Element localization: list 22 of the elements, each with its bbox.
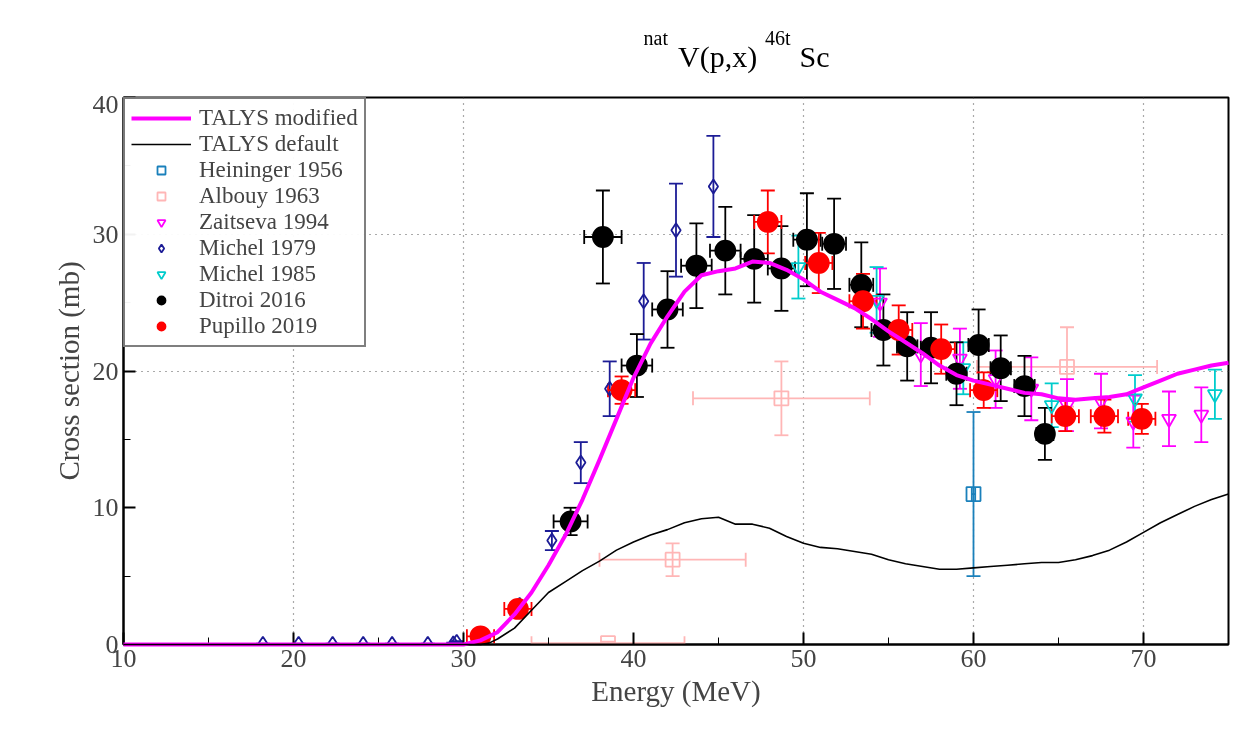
x-tick-label: 20	[280, 643, 307, 673]
y-tick-label: 30	[92, 219, 119, 249]
legend-label: Michel 1985	[199, 261, 316, 287]
legend-label: Albouy 1963	[199, 183, 320, 209]
y-tick-label: 20	[92, 356, 119, 386]
legend-label: TALYS modified	[199, 105, 358, 131]
legend-label: TALYS default	[199, 131, 339, 157]
legend-label: Heininger 1956	[199, 157, 343, 183]
x-tick-label: 70	[1130, 643, 1157, 673]
chart-title: natV(p,x)46tSc	[643, 27, 830, 74]
y-tick-label: 10	[92, 493, 119, 523]
x-tick-label: 50	[790, 643, 817, 673]
legend-label: Zaitseva 1994	[199, 209, 329, 235]
legend-label: Michel 1979	[199, 235, 316, 261]
x-axis-title: Energy (MeV)	[591, 674, 761, 708]
legend-label: Pupillo 2019	[199, 313, 318, 339]
x-tick-label: 60	[960, 643, 987, 673]
x-tick-label: 30	[450, 643, 477, 673]
legend-label: Ditroi 2016	[199, 287, 306, 313]
y-tick-label: 40	[92, 89, 119, 119]
x-tick-label: 40	[620, 643, 647, 673]
y-axis-title: Cross section (mb)	[52, 261, 86, 481]
